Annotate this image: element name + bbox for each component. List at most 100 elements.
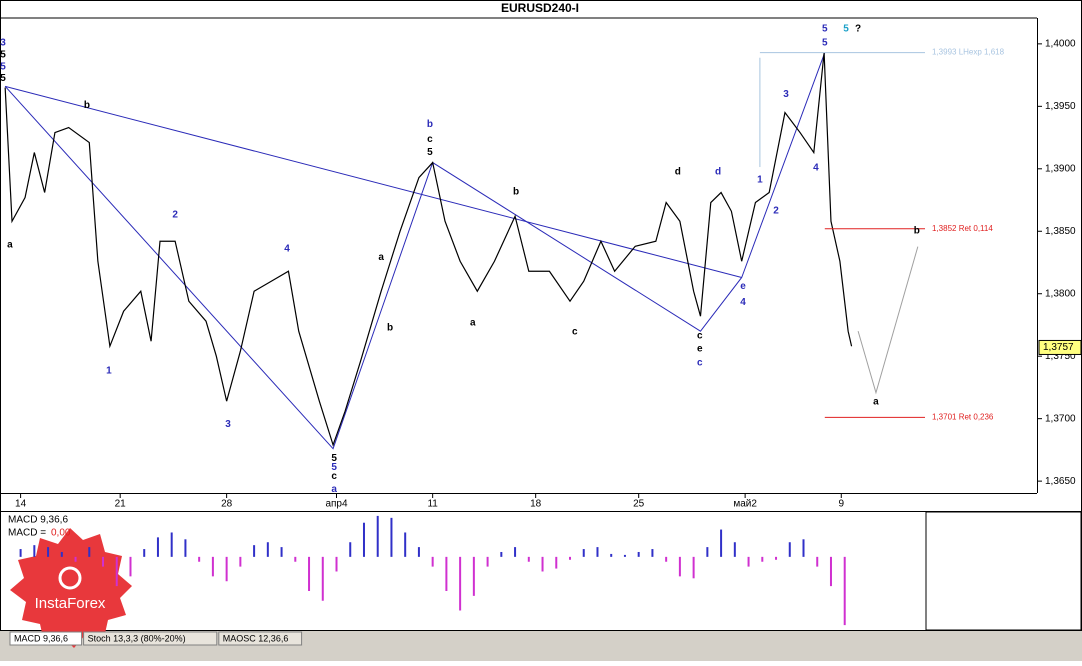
macd-bar: [362, 522, 365, 557]
wave-label: 1: [757, 175, 763, 186]
wave-label: a: [873, 396, 879, 407]
tab[interactable]: [83, 631, 218, 646]
wave-label: d: [675, 167, 681, 178]
wave-label: 5: [331, 462, 337, 473]
macd-bar: [88, 547, 91, 557]
wave-label: c: [331, 471, 337, 482]
wave-label: 3: [783, 89, 789, 100]
wave-label: a: [7, 239, 13, 250]
macd-bar: [692, 556, 695, 579]
tab-label: MAOSC 12,36,6: [223, 633, 289, 643]
wave-label: c: [572, 327, 578, 338]
wave-label: 2: [172, 209, 178, 220]
wave-label: c: [697, 331, 703, 342]
y-tick-label: 1,3650: [1045, 476, 1076, 487]
macd-bar: [486, 556, 489, 567]
wave-line: [5, 85, 742, 278]
wave-label: 5: [822, 24, 828, 35]
macd-bar: [308, 556, 311, 591]
wave-line: [857, 246, 919, 395]
panel-axis: [925, 511, 1082, 631]
wave-label: ?: [855, 24, 861, 35]
level-label: 1,3993 LHexp 1,618: [932, 48, 1005, 57]
wave-label: 2: [773, 205, 779, 216]
tab[interactable]: [218, 631, 303, 646]
macd-bar: [802, 539, 805, 557]
panel-value-title: MACD =: [8, 528, 46, 539]
macd-bar: [651, 549, 654, 557]
x-tick-label: 21: [115, 499, 127, 510]
macd-bar: [500, 551, 503, 557]
wave-label: 5: [331, 453, 337, 464]
macd-bar: [761, 556, 764, 562]
macd-bar: [225, 556, 228, 582]
macd-bar: [19, 549, 22, 557]
macd-bar: [788, 542, 791, 557]
tab[interactable]: [9, 631, 83, 646]
macd-bar: [610, 553, 613, 557]
y-tick-label: 1,3800: [1045, 288, 1076, 299]
macd-bar: [472, 556, 475, 596]
chart-title: EURUSD240-I: [501, 1, 579, 15]
macd-bar: [280, 547, 283, 557]
x-tick-label: 28: [221, 499, 233, 510]
tab-label: Stoch 13,3,3 (80%-20%): [88, 633, 186, 643]
wave-label: b: [84, 100, 90, 111]
y-tick-label: 1,3850: [1045, 226, 1076, 237]
wave-label: a: [470, 318, 476, 329]
wave-label: 5: [0, 49, 6, 60]
x-tick-label: 9: [838, 499, 844, 510]
macd-bar: [706, 547, 709, 557]
macd-bar: [541, 556, 544, 572]
y-tick-label: 1,3750: [1045, 351, 1076, 362]
wave-label: 3: [225, 419, 231, 430]
logo: InstaForex: [10, 528, 132, 648]
x-tick-label: 14: [15, 499, 27, 510]
macd-bar: [349, 542, 352, 557]
macd-bar: [404, 532, 407, 557]
y-tick-label: 1,3950: [1045, 101, 1076, 112]
wave-label: 5: [822, 38, 828, 49]
macd-bar: [390, 517, 393, 557]
macd-bar: [417, 547, 420, 557]
macd-bar: [156, 537, 159, 557]
macd-bar: [170, 532, 173, 557]
panel-title: MACD 9,36,6: [8, 515, 68, 526]
macd-bar: [47, 547, 50, 557]
tab-label: MACD 9,36,6: [14, 633, 68, 643]
macd-bar: [376, 515, 379, 557]
macd-bar: [335, 556, 338, 572]
x-tick-label: 25: [633, 499, 645, 510]
macd-bar: [459, 556, 462, 611]
price-line: [4, 52, 853, 447]
macd-bar: [596, 547, 599, 557]
macd-bar: [115, 556, 118, 587]
wave-label: 4: [813, 163, 819, 174]
macd-bar: [555, 556, 558, 569]
wave-label: b: [387, 323, 393, 334]
panel-value: 0,00: [51, 528, 71, 539]
macd-bar: [143, 549, 146, 557]
wave-label: a: [378, 252, 384, 263]
macd-bar: [720, 529, 723, 557]
wave-label: 5: [843, 24, 849, 35]
macd-bar: [33, 545, 36, 557]
wave-label: 3: [0, 38, 6, 49]
macd-bar: [129, 556, 132, 577]
level-label: 1,3852 Ret 0,114: [932, 224, 993, 233]
macd-bar: [775, 556, 778, 560]
wave-label: b: [427, 119, 433, 130]
macd-bar: [665, 556, 668, 562]
macd-bar: [198, 556, 201, 562]
macd-bar: [816, 556, 819, 567]
wave-label: b: [914, 225, 920, 236]
y-tick-label: 1,3900: [1045, 163, 1076, 174]
level-label: 1,3701 Ret 0,236: [932, 413, 994, 422]
wave-label: 1: [106, 365, 112, 376]
macd-bar: [514, 547, 517, 557]
macd-bar: [431, 556, 434, 567]
macd-bar: [294, 556, 297, 562]
wave-label: 4: [740, 297, 746, 308]
wave-line: [4, 52, 826, 450]
